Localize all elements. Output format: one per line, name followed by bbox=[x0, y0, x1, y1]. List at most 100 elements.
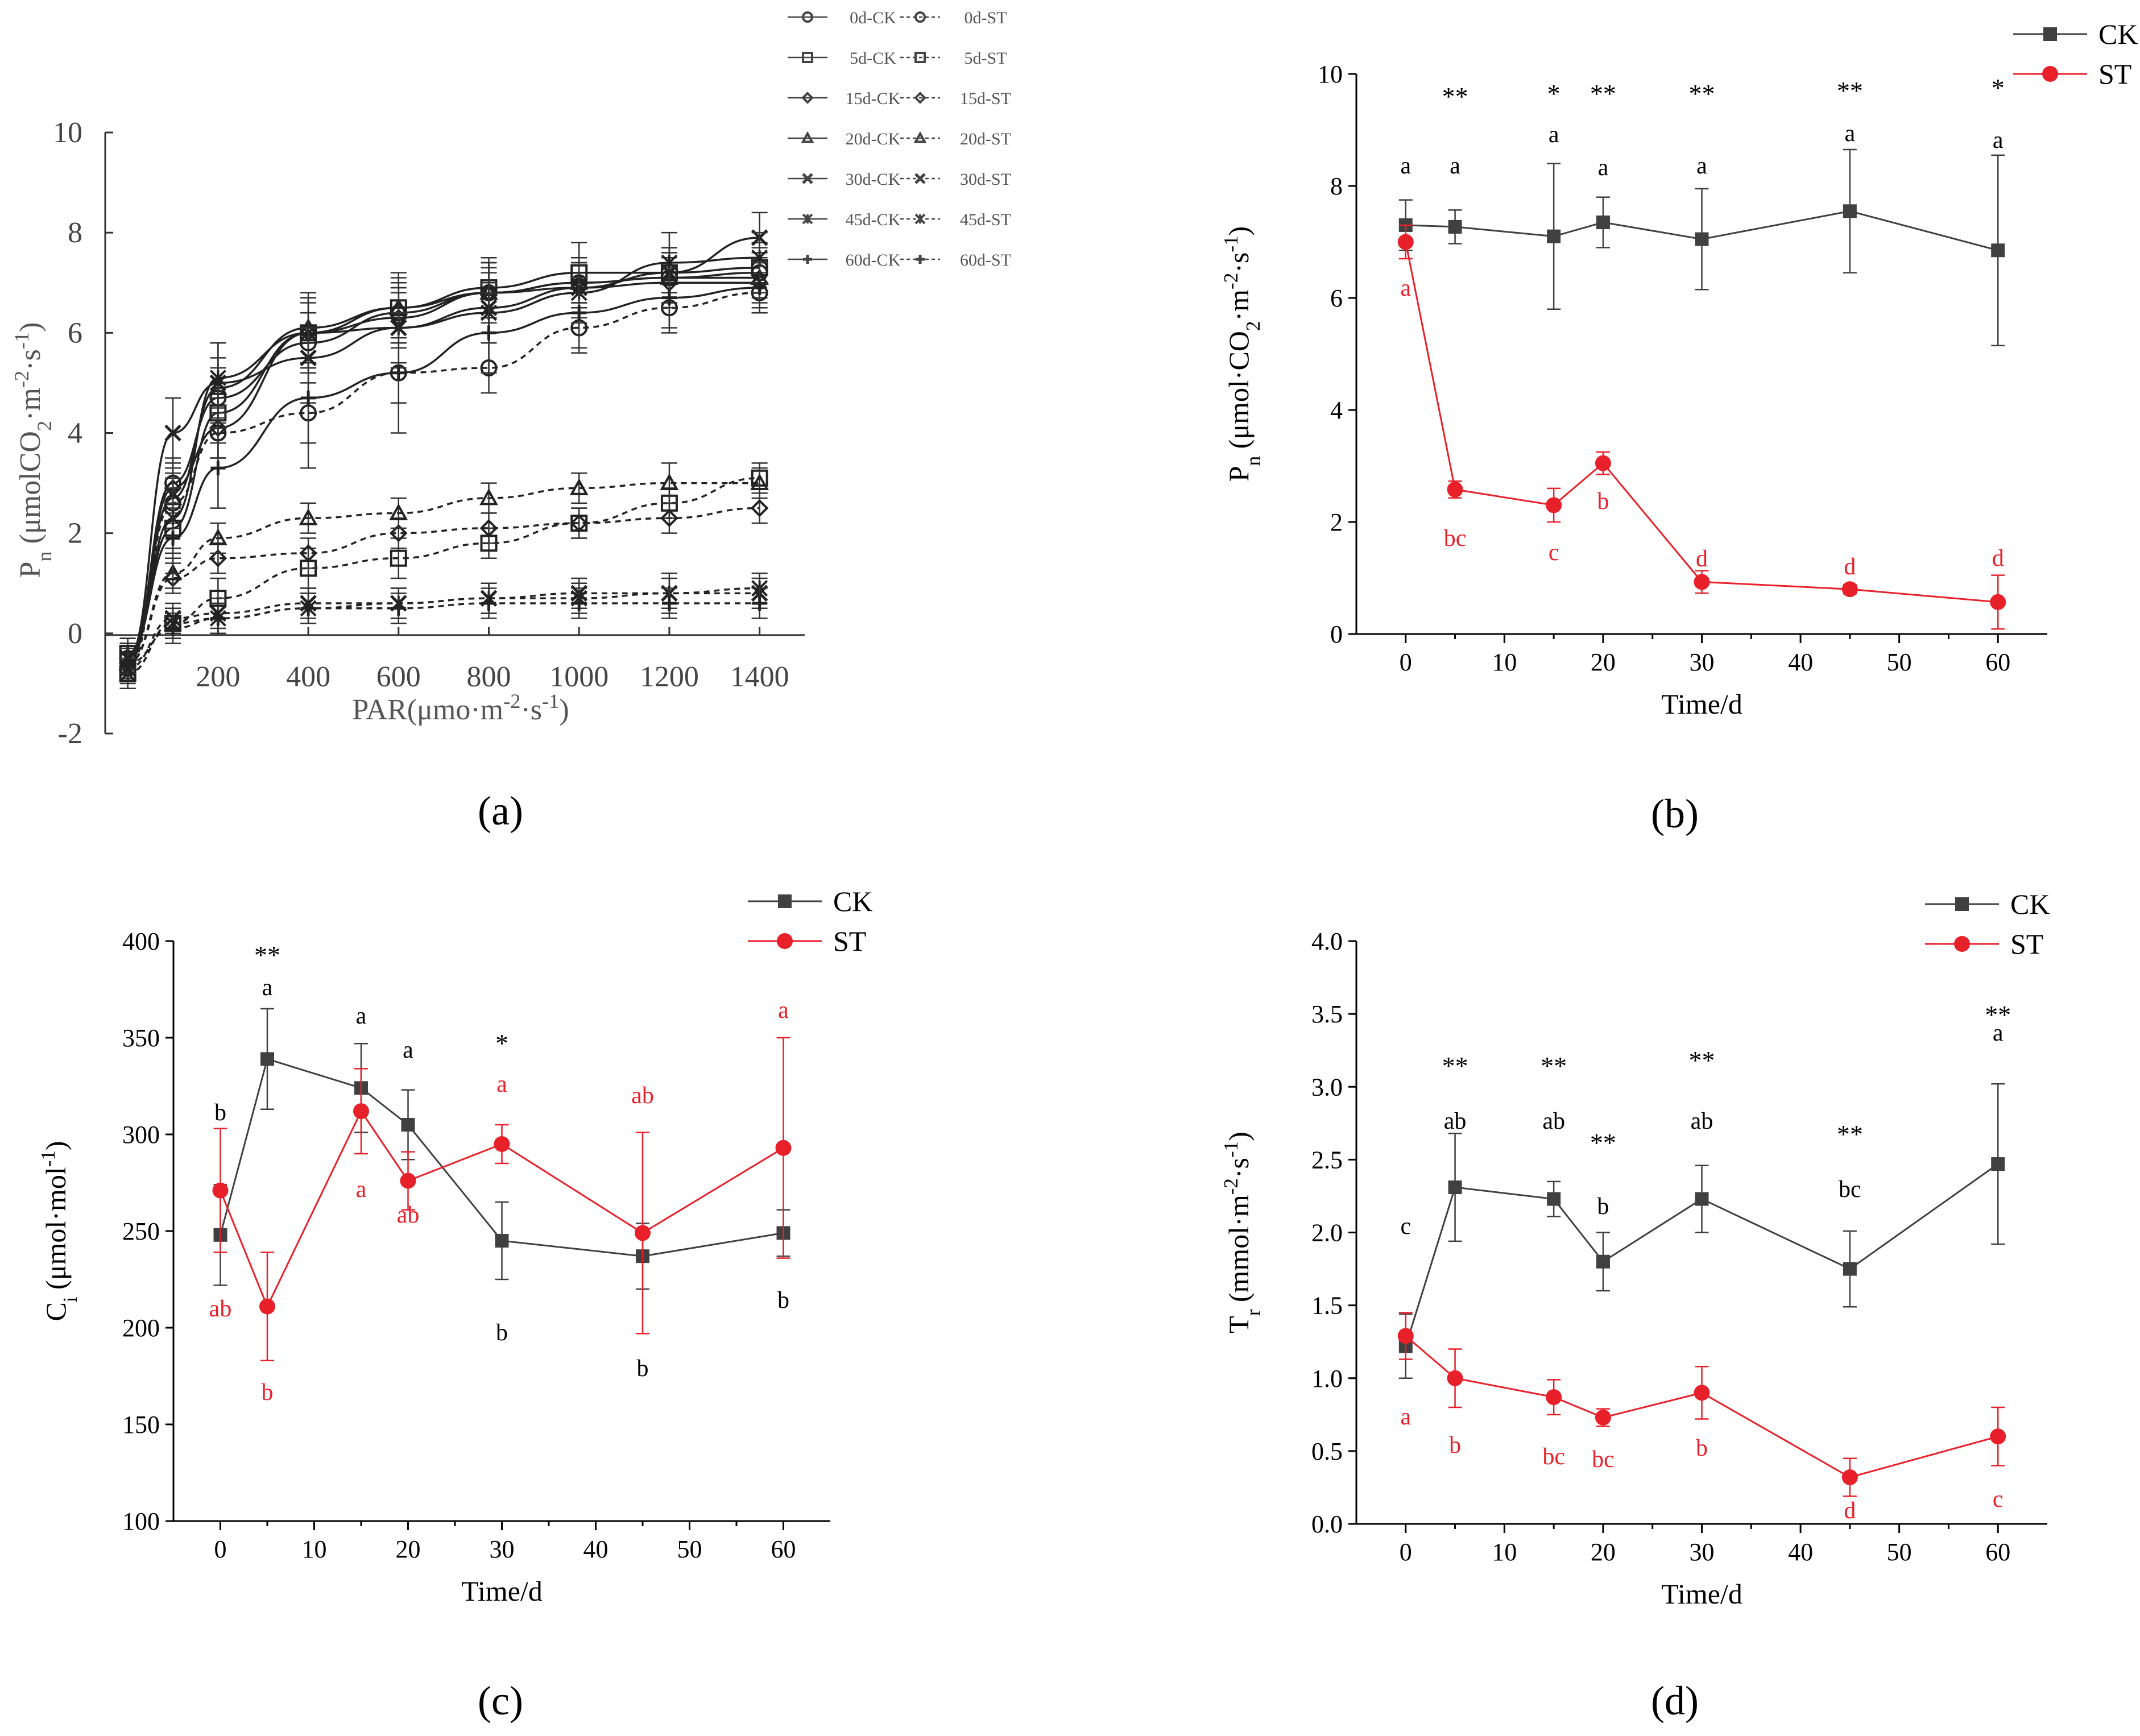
b-letter: a bbox=[1400, 275, 1411, 301]
a-errorbar bbox=[481, 482, 497, 514]
a-point bbox=[163, 564, 183, 581]
c-y-tick-label: 200 bbox=[122, 1314, 160, 1342]
d-y-tick-label: 3.5 bbox=[1311, 1000, 1343, 1028]
b-letter: d bbox=[1844, 554, 1856, 580]
b-letter: a bbox=[1993, 127, 2004, 154]
d-x-tick-label: 60 bbox=[1985, 1538, 2010, 1566]
b-point-ck bbox=[1991, 243, 2005, 258]
c-legend-marker bbox=[778, 894, 792, 908]
a-point bbox=[661, 595, 677, 611]
a-point bbox=[479, 519, 498, 537]
a-legend: 0d-CK 0d-ST 5d-CK 5d-ST 15d-CK 15d-ST 20d-CK 20… bbox=[788, 9, 1011, 270]
a-errorbar bbox=[571, 507, 587, 539]
d-panel-label: (d) bbox=[1651, 1678, 1699, 1723]
b-letter: bc bbox=[1444, 525, 1467, 552]
a-x-tick-label: 1000 bbox=[549, 661, 609, 693]
c-letter: b bbox=[637, 1356, 649, 1382]
a-point bbox=[572, 595, 587, 611]
a-x-tick-label: 1400 bbox=[730, 661, 789, 693]
a-point bbox=[165, 531, 181, 546]
b-annotations: a a a bc ** a c * a b ** a d ** a d ** a d * bbox=[1400, 73, 2004, 580]
a-legend-label: 0d-CK bbox=[850, 9, 896, 27]
d-letter: b bbox=[1696, 1435, 1708, 1461]
a-x-tick-label: 200 bbox=[196, 661, 240, 693]
d-point-ck bbox=[1596, 1254, 1610, 1269]
b-point-ck bbox=[1843, 204, 1857, 218]
a-line-0d-ST bbox=[127, 292, 760, 670]
b-series-ST bbox=[1397, 224, 2006, 630]
c-letter: b bbox=[262, 1379, 274, 1406]
d-significance: ** bbox=[1985, 1000, 2011, 1029]
a-series-60d-CK bbox=[119, 262, 768, 669]
a-legend-label: 30d-ST bbox=[960, 170, 1011, 189]
a-point bbox=[165, 621, 181, 636]
b-point-ck bbox=[1596, 216, 1610, 230]
a-point bbox=[661, 290, 677, 305]
b-letter: a bbox=[1845, 121, 1856, 147]
d-point-st bbox=[1990, 1428, 2006, 1445]
b-letter: c bbox=[1549, 540, 1559, 566]
a-x-tick-label: 600 bbox=[376, 661, 421, 693]
panel-b-chart: 0 2 4 6 8 10 0 10 20 30 40 50 60 Time/d Pn (μmol·CO2·m… bbox=[1220, 18, 2138, 836]
b-x-tick-label: 20 bbox=[1591, 648, 1616, 676]
c-x-tick-label: 40 bbox=[583, 1535, 609, 1563]
a-point bbox=[120, 656, 135, 671]
a-point bbox=[660, 509, 678, 528]
a-point bbox=[210, 611, 226, 626]
c-legend-label: CK bbox=[833, 885, 872, 917]
d-point-st bbox=[1841, 1469, 1858, 1485]
a-point bbox=[750, 499, 769, 517]
c-x-tick-label: 50 bbox=[677, 1535, 702, 1563]
d-letter: a bbox=[1993, 1020, 2004, 1046]
c-y-tick-label: 250 bbox=[122, 1217, 160, 1245]
b-x-tick-label: 10 bbox=[1492, 648, 1517, 676]
b-y-tick-label: 0 bbox=[1330, 620, 1343, 648]
a-point bbox=[164, 424, 181, 442]
a-series-15d-ST bbox=[118, 492, 769, 680]
a-legend-marker bbox=[803, 255, 812, 264]
b-point-st bbox=[1397, 234, 1414, 250]
b-x-tick-label: 60 bbox=[1985, 648, 2010, 676]
a-panel-label: (a) bbox=[478, 788, 523, 834]
c-point-st bbox=[400, 1172, 416, 1189]
d-letter: bc bbox=[1542, 1444, 1565, 1470]
d-y-tick-label: 0.5 bbox=[1311, 1437, 1343, 1465]
d-letter: ab bbox=[1542, 1108, 1565, 1134]
c-letter: a bbox=[356, 1003, 367, 1029]
d-significance: ** bbox=[1442, 1051, 1468, 1080]
d-y-tick-label: 1.5 bbox=[1311, 1292, 1343, 1320]
a-legend-marker bbox=[801, 92, 814, 104]
d-point-st bbox=[1546, 1389, 1562, 1406]
d-x-tick-label: 50 bbox=[1887, 1538, 1912, 1566]
d-point-ck bbox=[1448, 1180, 1462, 1195]
a-series-60d-ST bbox=[119, 587, 768, 685]
d-letter: c bbox=[1993, 1486, 2004, 1513]
a-legend-marker bbox=[914, 52, 926, 63]
b-y-tick-label: 10 bbox=[1318, 60, 1343, 88]
a-point bbox=[750, 473, 769, 490]
a-point bbox=[390, 549, 407, 567]
b-x-tick-label: 50 bbox=[1887, 648, 1912, 676]
d-y-tick-label: 2.5 bbox=[1311, 1146, 1343, 1174]
c-point-st bbox=[259, 1298, 275, 1315]
b-y-tick-label: 2 bbox=[1330, 508, 1343, 536]
c-letter: a bbox=[356, 1176, 367, 1203]
d-significance: ** bbox=[1590, 1128, 1616, 1157]
b-point-st bbox=[1841, 581, 1858, 598]
a-errorbar bbox=[661, 462, 677, 504]
a-point bbox=[570, 514, 589, 532]
a-x-tick-label: 800 bbox=[467, 661, 511, 693]
b-y-tick-label: 8 bbox=[1330, 172, 1343, 200]
b-legend-marker bbox=[2042, 66, 2058, 82]
b-letter: b bbox=[1597, 488, 1609, 515]
d-x-axis-label: Time/d bbox=[1661, 1578, 1742, 1610]
a-point bbox=[752, 595, 767, 611]
a-legend-label: 30d-CK bbox=[846, 170, 901, 189]
d-legend-marker bbox=[1955, 897, 1969, 911]
a-y-tick-label: 0 bbox=[68, 618, 82, 650]
b-letter: a bbox=[1696, 153, 1707, 179]
d-letter: bc bbox=[1592, 1447, 1615, 1473]
c-point-st bbox=[494, 1136, 510, 1152]
c-point-ck bbox=[260, 1052, 274, 1066]
